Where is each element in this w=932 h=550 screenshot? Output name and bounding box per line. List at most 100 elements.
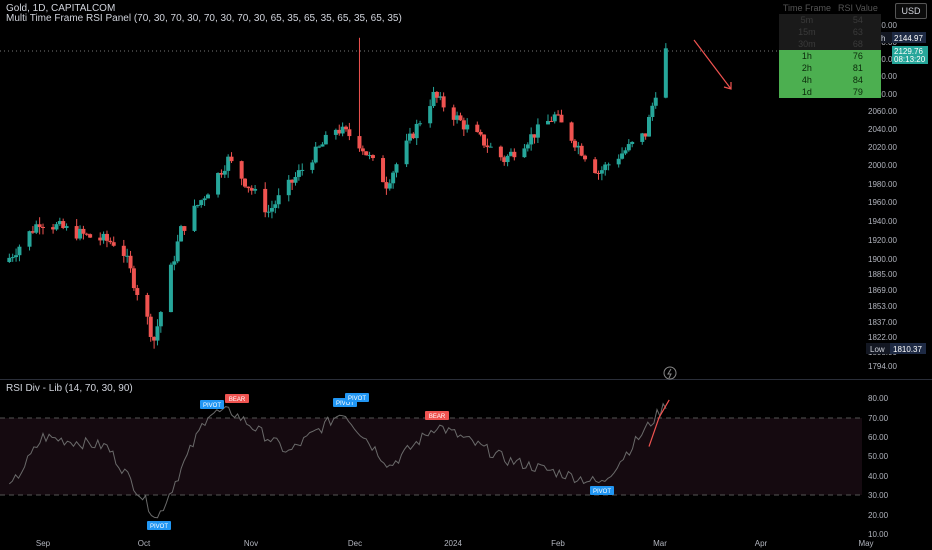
rsi-axis[interactable]: 80.00 70.00 60.00 50.00 40.00 30.00 20.00 10.00 bbox=[868, 394, 889, 539]
candle-body bbox=[54, 224, 59, 230]
candle-body bbox=[512, 151, 517, 158]
candle-body bbox=[620, 153, 625, 159]
candle-body bbox=[546, 120, 550, 125]
time-tick-label: 2024 bbox=[444, 539, 462, 548]
pivot-badge-text: PIVOT bbox=[203, 403, 221, 409]
candle-body bbox=[428, 106, 433, 124]
pivot-badge-text: PIVOT bbox=[336, 401, 354, 407]
low-label: Low bbox=[870, 345, 885, 354]
price-tick-label: 2160.00 bbox=[868, 21, 897, 30]
candle-body bbox=[246, 186, 251, 189]
candle-body bbox=[508, 151, 513, 156]
candle-body bbox=[505, 155, 510, 163]
candle-body bbox=[317, 146, 322, 148]
candle-body bbox=[583, 155, 588, 160]
candle-body bbox=[603, 164, 608, 171]
rsi-band bbox=[0, 418, 862, 495]
candle-body bbox=[101, 233, 106, 241]
candle-body bbox=[192, 205, 197, 231]
time-tick-label: Apr bbox=[755, 539, 768, 548]
price-tick-label: 1794.00 bbox=[868, 362, 897, 371]
forecast-arrow-drawing[interactable] bbox=[693, 39, 732, 90]
candle-body bbox=[152, 336, 157, 341]
rsi-table-row: 4h 84 bbox=[779, 74, 881, 86]
candle-body bbox=[478, 131, 483, 135]
currency-button[interactable]: USD bbox=[895, 3, 927, 19]
candle-body bbox=[199, 200, 204, 206]
price-tick-label: 2020.00 bbox=[868, 143, 897, 152]
low-value: 1810.37 bbox=[893, 345, 922, 354]
time-tick-label: Mar bbox=[653, 539, 667, 548]
candle-body bbox=[219, 172, 224, 175]
pivot-badge-text: PIVOT bbox=[150, 524, 168, 530]
candle-body bbox=[498, 146, 503, 158]
candle-body bbox=[556, 114, 561, 116]
bear-badge-text: BEAR bbox=[429, 414, 446, 420]
time-tick-label: Dec bbox=[348, 539, 362, 548]
candle-body bbox=[30, 231, 35, 233]
current-price-tag: 2129.76 08:13:20 bbox=[892, 46, 928, 64]
candle-body bbox=[81, 228, 86, 234]
candle-body bbox=[502, 157, 507, 163]
rsi-table-row: 5m 54 bbox=[779, 14, 881, 26]
candle-body bbox=[434, 91, 439, 98]
symbol-legend[interactable]: Gold, 1D, CAPITALCOM bbox=[6, 3, 116, 14]
pivot-badge-text: PIVOT bbox=[593, 489, 611, 495]
candle-body bbox=[381, 158, 386, 183]
rsi-table-timeframe: 30m bbox=[779, 38, 835, 50]
indicator-legend-rsi-div[interactable]: RSI Div - Lib (14, 70, 30, 90) bbox=[6, 383, 133, 394]
candle-body bbox=[300, 169, 305, 171]
bar-countdown: 08:13:20 bbox=[894, 55, 926, 64]
rsi-table-row: 30m 68 bbox=[779, 38, 881, 50]
rsi-overbought-segment bbox=[648, 399, 670, 447]
rsi-table-row: 1d 79 bbox=[779, 86, 881, 98]
time-axis[interactable]: Sep Oct Nov Dec 2024 Feb Mar Apr May bbox=[36, 539, 874, 548]
candle-body bbox=[418, 123, 423, 125]
candle-body bbox=[599, 170, 604, 174]
candle-body bbox=[135, 288, 140, 295]
candle-body bbox=[387, 183, 392, 189]
indicator-legend-mtf-rsi[interactable]: Multi Time Frame RSI Panel (70, 30, 70, … bbox=[6, 13, 402, 24]
candle-body bbox=[347, 129, 352, 137]
candle-body bbox=[411, 133, 416, 139]
candle-body bbox=[384, 182, 389, 189]
candle-body bbox=[552, 114, 557, 122]
price-tick-label: 1920.00 bbox=[868, 236, 897, 245]
lightning-icon[interactable] bbox=[663, 366, 677, 380]
rsi-table-row: 1h 76 bbox=[779, 50, 881, 62]
price-tick-label: 1853.00 bbox=[868, 302, 897, 311]
candle-body bbox=[360, 148, 365, 152]
candle-body bbox=[37, 224, 42, 227]
candle-body bbox=[121, 245, 126, 256]
candle-body bbox=[158, 312, 163, 327]
candle-body bbox=[337, 129, 342, 134]
candle-body bbox=[475, 124, 480, 132]
candle-body bbox=[175, 241, 180, 262]
candle-body bbox=[593, 159, 598, 174]
candle-body bbox=[596, 173, 601, 175]
candle-body bbox=[465, 124, 470, 130]
candle-body bbox=[650, 105, 655, 117]
candle-body bbox=[179, 226, 184, 242]
rsi-table-row: 15m 63 bbox=[779, 26, 881, 38]
candle-body bbox=[407, 133, 412, 141]
rsi-table-timeframe: 4h bbox=[779, 74, 835, 86]
candle-body bbox=[293, 176, 298, 183]
candle-body bbox=[310, 162, 315, 170]
rsi-tick-label: 70.00 bbox=[868, 414, 889, 423]
candle-body bbox=[205, 194, 210, 199]
rsi-table-value: 54 bbox=[834, 14, 881, 26]
candle-body bbox=[482, 134, 487, 146]
pivot-badge-text: PIVOT bbox=[348, 396, 366, 402]
header-rsi-value: RSI Value bbox=[837, 3, 878, 13]
rsi-table-value: 84 bbox=[834, 74, 881, 86]
candle-body bbox=[532, 134, 537, 138]
candle-body bbox=[569, 122, 574, 141]
rsi-table-timeframe: 1h bbox=[779, 50, 835, 62]
candle-body bbox=[579, 145, 584, 156]
candle-body bbox=[263, 188, 268, 213]
candle-body bbox=[549, 120, 554, 122]
candle-body bbox=[74, 226, 79, 239]
